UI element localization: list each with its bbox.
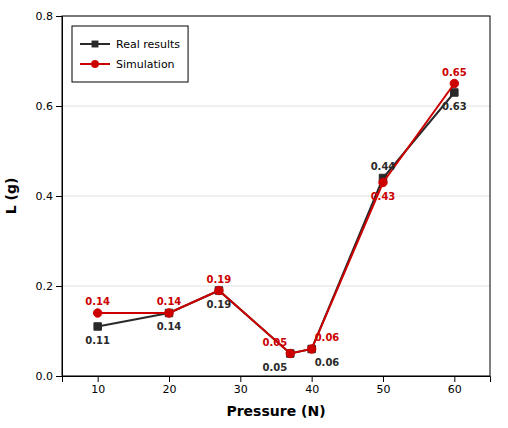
tick-mark — [98, 376, 99, 382]
data-labels: 0.11 0.14 0.19 0.05 0.06 0.44 0.63 0.14 0.14 0.19… — [85, 67, 466, 373]
point — [307, 345, 315, 353]
grid-line — [62, 196, 490, 197]
tick: 0.0 — [36, 370, 63, 383]
grid — [62, 16, 490, 376]
axis-line — [56, 17, 63, 377]
tick-label: 0.2 — [36, 280, 54, 293]
tick: 0.6 — [36, 100, 63, 113]
point — [165, 309, 172, 316]
point — [93, 309, 101, 317]
tick-mark — [169, 376, 170, 382]
tick-label: 10 — [91, 383, 105, 396]
data-label: 0.44 — [371, 161, 396, 172]
point — [287, 350, 294, 357]
tick-label: 0.8 — [36, 10, 54, 23]
data-label: 0.06 — [315, 357, 340, 368]
data-label: 0.05 — [263, 337, 288, 348]
point — [379, 178, 387, 186]
point — [215, 287, 222, 294]
tick-mark — [240, 376, 241, 382]
point — [165, 309, 173, 317]
grid-line — [62, 106, 490, 107]
y-axis-title: L (g) — [3, 178, 19, 215]
tick: 60 — [448, 376, 462, 396]
tick: 0.8 — [36, 10, 63, 23]
tick-label: 50 — [377, 383, 391, 396]
x-axis-title: Pressure (N) — [226, 403, 325, 419]
tick: 10 — [91, 376, 105, 396]
tick-label: 0.6 — [36, 100, 54, 113]
axis-line — [63, 377, 491, 383]
grid-line — [62, 286, 490, 287]
plot-frame — [62, 16, 490, 376]
tick-mark — [56, 196, 62, 197]
legend-marker — [92, 41, 99, 48]
tick: 20 — [163, 376, 177, 396]
point — [286, 349, 294, 357]
data-label: 0.14 — [157, 296, 182, 307]
data-label: 0.63 — [442, 101, 467, 112]
point — [451, 89, 458, 96]
data-label: 0.14 — [157, 321, 182, 332]
legend-marker — [91, 60, 99, 68]
plot: 1020304050600.00.20.40.60.80.110.140.190… — [36, 10, 491, 396]
tick-label: 30 — [234, 383, 248, 396]
data-label: 0.19 — [207, 274, 232, 285]
data-label: 0.19 — [207, 299, 232, 310]
x-axis: 10 20 30 40 50 60 — [63, 376, 491, 396]
point — [215, 286, 223, 294]
tick: 0.4 — [36, 190, 63, 203]
chart: 1020304050600.00.20.40.60.80.110.140.190… — [0, 0, 508, 428]
data-label: 0.65 — [442, 67, 467, 78]
y-axis: 0.0 0.2 0.4 0.6 0.8 — [36, 10, 63, 383]
legend-label: Real results — [116, 38, 180, 51]
data-label: 0.05 — [263, 362, 288, 373]
tick-mark — [56, 106, 62, 107]
data-label: 0.14 — [85, 296, 110, 307]
series-line — [98, 84, 455, 354]
tick-mark — [383, 376, 384, 382]
point — [308, 345, 315, 352]
tick: 0.2 — [36, 280, 63, 293]
tick-label: 60 — [448, 383, 462, 396]
tick: 50 — [377, 376, 391, 396]
legend-box — [72, 26, 188, 82]
tick-label: 40 — [305, 383, 319, 396]
data-label: 0.11 — [85, 335, 110, 346]
data-label: 0.43 — [371, 191, 396, 202]
point — [450, 79, 458, 87]
tick: 30 — [234, 376, 248, 396]
tick-mark — [56, 376, 62, 377]
point — [94, 323, 101, 330]
marks — [93, 79, 458, 357]
tick-label: 20 — [163, 383, 177, 396]
tick: 40 — [305, 376, 319, 396]
legend-label: Simulation — [116, 58, 175, 71]
tick-label: 0.0 — [36, 370, 54, 383]
tick-mark — [312, 376, 313, 382]
legend: Real results Simulation — [72, 26, 188, 82]
series-line — [98, 93, 455, 354]
tick-label: 0.4 — [36, 190, 54, 203]
data-label: 0.06 — [315, 332, 340, 343]
tick-mark — [56, 286, 62, 287]
tick-mark — [454, 376, 455, 382]
tick-mark — [56, 16, 62, 17]
